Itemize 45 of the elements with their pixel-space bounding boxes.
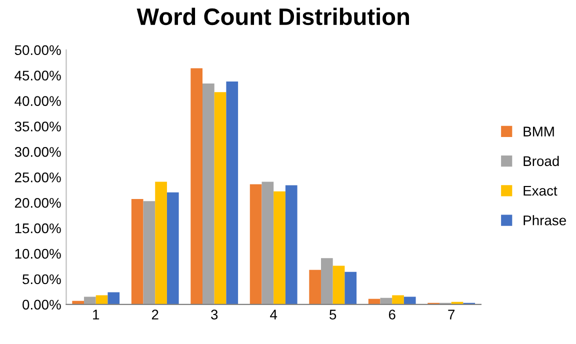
bar — [131, 199, 144, 304]
y-tick-label: 25.00% — [14, 172, 61, 182]
y-tick-label: 50.00% — [14, 45, 61, 56]
bar — [214, 92, 226, 304]
bar — [108, 292, 120, 304]
y-tick-label: 10.00% — [15, 248, 61, 259]
bar — [332, 266, 345, 304]
bar — [202, 83, 214, 304]
bar — [143, 201, 156, 304]
bar — [166, 192, 179, 304]
bar — [392, 295, 404, 304]
bar — [285, 185, 298, 304]
bar — [155, 182, 167, 304]
bar — [344, 272, 357, 304]
y-tick-label: 15.00% — [15, 223, 61, 234]
x-tick-label: 5 — [330, 310, 336, 320]
bar — [262, 182, 274, 304]
bar — [84, 296, 96, 304]
bar — [274, 191, 286, 304]
bar — [96, 295, 108, 304]
bar — [404, 296, 416, 304]
y-tick-label: 0.00% — [22, 300, 61, 310]
y-tick-label: 30.00% — [14, 147, 61, 157]
y-tick-label: 45.00% — [14, 70, 61, 81]
y-tick-label: 20.00% — [14, 198, 61, 208]
x-tick-label: 7 — [448, 310, 454, 320]
legend-label: Phrase — [524, 215, 566, 226]
y-tick-label: 35.00% — [14, 122, 61, 132]
y-tick-label: 40.00% — [14, 96, 61, 106]
bar — [226, 81, 238, 304]
y-tick-label: 5.00% — [22, 274, 61, 284]
bar — [190, 68, 203, 304]
bar — [250, 184, 262, 304]
x-tick-label: 6 — [388, 310, 396, 320]
chart-title: Word Count Distribution — [136, 8, 409, 26]
x-tick-label: 1 — [93, 310, 100, 320]
x-tick-label: 2 — [152, 310, 158, 320]
x-tick-label: 4 — [270, 310, 278, 320]
legend-label: Broad — [524, 156, 559, 166]
bar — [380, 298, 392, 304]
bar — [320, 258, 333, 304]
bar — [309, 270, 321, 304]
legend-label: Exact — [524, 186, 558, 196]
x-tick-label: 3 — [211, 310, 218, 320]
legend-label: BMM — [524, 126, 554, 136]
